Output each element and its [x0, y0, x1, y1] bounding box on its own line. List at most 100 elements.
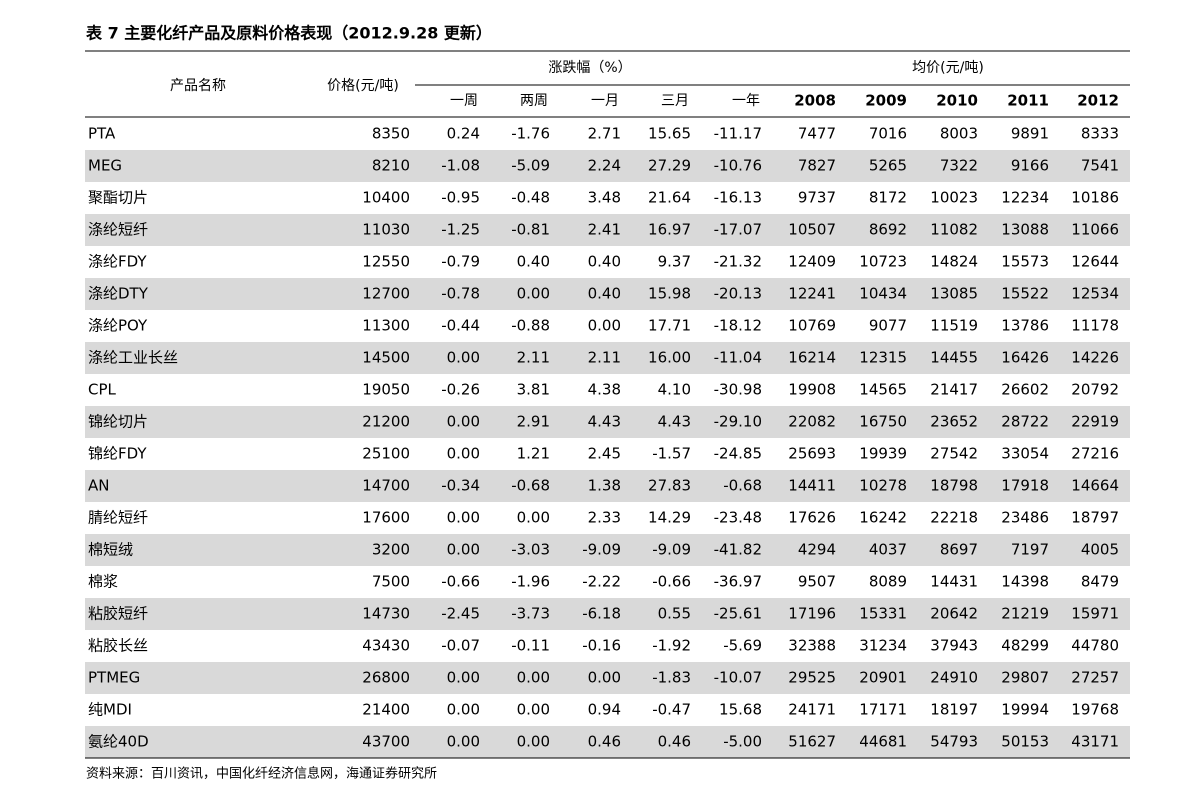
- avg-price: 28722: [1001, 413, 1049, 431]
- avg-price: 9507: [798, 573, 836, 591]
- change-value: 0.00: [447, 669, 480, 687]
- avg-price: 7541: [1081, 157, 1119, 175]
- avg-price: 15971: [1071, 605, 1119, 623]
- avg-price: 22082: [788, 413, 836, 431]
- avg-price: 10278: [859, 477, 907, 495]
- change-value: 0.00: [517, 701, 550, 719]
- change-value: -0.07: [441, 637, 480, 655]
- avg-price: 17171: [859, 701, 907, 719]
- change-value: -1.83: [652, 669, 691, 687]
- price: 14500: [362, 349, 410, 367]
- change-value: -36.97: [714, 573, 762, 591]
- change-value: 21.64: [648, 189, 691, 207]
- price: 25100: [362, 445, 410, 463]
- product-name: 棉浆: [88, 573, 118, 591]
- change-value: 3.48: [588, 189, 621, 207]
- change-value: -0.81: [511, 221, 550, 239]
- avg-price: 8172: [869, 189, 907, 207]
- avg-price: 15522: [1001, 285, 1049, 303]
- change-value: -5.09: [511, 157, 550, 175]
- change-value: -9.09: [652, 541, 691, 559]
- change-value: -1.25: [441, 221, 480, 239]
- avg-price: 14565: [859, 381, 907, 399]
- avg-price: 18797: [1071, 509, 1119, 527]
- avg-price: 14824: [930, 253, 978, 271]
- avg-price: 50153: [1001, 733, 1049, 751]
- change-value: -0.66: [652, 573, 691, 591]
- change-value: 0.46: [658, 733, 691, 751]
- change-value: 0.40: [588, 285, 621, 303]
- header-avg-col: 2010: [936, 92, 978, 110]
- avg-price: 44780: [1071, 637, 1119, 655]
- avg-price: 12644: [1071, 253, 1119, 271]
- change-value: -2.45: [441, 605, 480, 623]
- header-change-col: 三月: [661, 93, 689, 109]
- change-value: -0.79: [441, 253, 480, 271]
- change-value: -6.18: [582, 605, 621, 623]
- change-value: 15.68: [719, 701, 762, 719]
- change-value: -3.03: [511, 541, 550, 559]
- change-value: 2.41: [588, 221, 621, 239]
- row-stripe: [85, 278, 1130, 310]
- table-title: 表 7 主要化纤产品及原料价格表现（2012.9.28 更新）: [85, 24, 492, 43]
- change-value: -1.76: [511, 125, 550, 143]
- avg-price: 10723: [859, 253, 907, 271]
- avg-price: 15573: [1001, 253, 1049, 271]
- avg-price: 14431: [930, 573, 978, 591]
- header-change-col: 两周: [520, 93, 548, 109]
- avg-price: 13088: [1001, 221, 1049, 239]
- change-value: 4.43: [588, 413, 621, 431]
- change-value: 0.40: [588, 253, 621, 271]
- avg-price: 18197: [930, 701, 978, 719]
- row-stripe: [85, 470, 1130, 502]
- avg-price: 10507: [788, 221, 836, 239]
- avg-price: 25693: [788, 445, 836, 463]
- avg-price: 9166: [1011, 157, 1049, 175]
- product-name: 棉短绒: [88, 541, 133, 559]
- avg-price: 11519: [930, 317, 978, 335]
- change-value: 0.94: [588, 701, 621, 719]
- avg-price: 15331: [859, 605, 907, 623]
- avg-price: 12241: [788, 285, 836, 303]
- change-value: -0.68: [723, 477, 762, 495]
- change-value: 1.38: [588, 477, 621, 495]
- avg-price: 14664: [1071, 477, 1119, 495]
- avg-price: 11066: [1071, 221, 1119, 239]
- change-value: -5.00: [723, 733, 762, 751]
- footnote: 资料来源：百川资讯，中国化纤经济信息网，海通证券研究所: [86, 766, 437, 782]
- avg-price: 37943: [930, 637, 978, 655]
- change-value: 15.98: [648, 285, 691, 303]
- change-value: 0.00: [588, 669, 621, 687]
- change-value: -0.26: [441, 381, 480, 399]
- avg-price: 54793: [930, 733, 978, 751]
- row-stripe: [85, 534, 1130, 566]
- change-value: 2.71: [588, 125, 621, 143]
- price: 14730: [362, 605, 410, 623]
- price: 11300: [362, 317, 410, 335]
- avg-price: 12409: [788, 253, 836, 271]
- avg-price: 7197: [1011, 541, 1049, 559]
- price: 43430: [362, 637, 410, 655]
- avg-price: 9077: [869, 317, 907, 335]
- avg-price: 14455: [930, 349, 978, 367]
- change-value: 0.00: [517, 509, 550, 527]
- price: 10400: [362, 189, 410, 207]
- avg-price: 14411: [788, 477, 836, 495]
- avg-price: 51627: [788, 733, 836, 751]
- product-name: MEG: [88, 157, 122, 175]
- avg-price: 29525: [788, 669, 836, 687]
- avg-price: 12534: [1071, 285, 1119, 303]
- avg-price: 8692: [869, 221, 907, 239]
- price: 3200: [372, 541, 410, 559]
- change-value: 2.24: [588, 157, 621, 175]
- product-name: 锦纶切片: [88, 413, 148, 431]
- avg-price: 4037: [869, 541, 907, 559]
- change-value: -9.09: [582, 541, 621, 559]
- change-value: -20.13: [714, 285, 762, 303]
- header-change-group: 涨跌幅（%）: [548, 60, 631, 76]
- change-value: -3.73: [511, 605, 550, 623]
- avg-price: 8089: [869, 573, 907, 591]
- product-name: 粘胶短纤: [88, 605, 148, 623]
- avg-price: 7477: [798, 125, 836, 143]
- change-value: -10.76: [714, 157, 762, 175]
